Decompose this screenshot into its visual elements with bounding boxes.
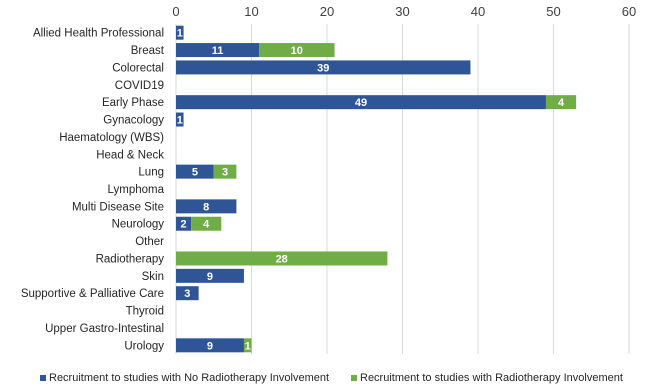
- bar-segment: [176, 338, 244, 353]
- bar-segment: [176, 43, 260, 58]
- category-label: Skin: [142, 271, 164, 283]
- category-label: COVID19: [115, 80, 164, 92]
- bar-segment: [191, 216, 222, 231]
- category-label: Head & Neck: [96, 149, 164, 161]
- category-label: Breast: [131, 45, 165, 57]
- data-label: 2: [180, 219, 186, 231]
- legend-label-radiotherapy: Recruitment to studies with Radiotherapy…: [360, 372, 623, 384]
- data-label: 3: [222, 167, 228, 179]
- category-label: Other: [135, 236, 164, 248]
- bars: [176, 25, 577, 353]
- x-tick-label: 10: [244, 4, 258, 19]
- data-label: 28: [276, 253, 288, 265]
- data-label: 1: [245, 340, 251, 352]
- x-tick-label: 50: [546, 4, 560, 19]
- data-label: 49: [355, 97, 367, 109]
- x-tick-label: 30: [395, 4, 409, 19]
- x-tick-label: 60: [622, 4, 636, 19]
- category-label: Haematology (WBS): [59, 132, 164, 144]
- data-label: 3: [184, 288, 190, 300]
- data-label: 1: [177, 115, 183, 127]
- legend-label-no-radiotherapy: Recruitment to studies with No Radiother…: [49, 372, 329, 384]
- bar-segment: [176, 199, 237, 214]
- bar-segment: [176, 268, 244, 283]
- bar-segment: [176, 112, 184, 127]
- category-label: Lung: [138, 167, 164, 179]
- x-axis-ticks: 0 10 20 30 40 50 60: [172, 4, 636, 19]
- data-label: 1: [177, 28, 183, 40]
- data-label: 10: [291, 45, 303, 57]
- category-axis: Allied Health Professional Breast Colorect…: [21, 28, 165, 353]
- data-label: 9: [207, 340, 213, 352]
- category-label: Thyroid: [126, 306, 164, 318]
- category-label: Allied Health Professional: [33, 28, 164, 40]
- x-tick-label: 20: [320, 4, 334, 19]
- data-label: 4: [558, 97, 565, 109]
- bar-segment: [176, 216, 192, 231]
- bar-segment: [176, 60, 471, 75]
- legend-swatch-no-radiotherapy: [40, 375, 46, 381]
- data-label: 39: [317, 62, 329, 74]
- data-label: 5: [192, 167, 198, 179]
- x-tick-label: 40: [471, 4, 485, 19]
- bar-segment: [243, 338, 252, 353]
- legend-swatch-radiotherapy: [351, 375, 357, 381]
- bar-segment: [545, 95, 577, 110]
- category-label: Radiotherapy: [96, 253, 165, 265]
- data-label: 4: [203, 219, 210, 231]
- category-label: Urology: [124, 340, 164, 352]
- data-label: 9: [207, 271, 213, 283]
- category-label: Lymphoma: [108, 184, 165, 196]
- gridlines: [175, 24, 630, 354]
- category-label: Supportive & Palliative Care: [21, 288, 164, 300]
- bar-segment: [176, 25, 184, 40]
- bar-segment: [176, 251, 388, 266]
- category-label: Early Phase: [102, 97, 164, 109]
- category-label: Multi Disease Site: [72, 201, 164, 213]
- category-label: Upper Gastro-Intestinal: [45, 323, 164, 335]
- bar-segment: [213, 164, 237, 179]
- category-label: Neurology: [112, 219, 165, 231]
- data-label: 8: [203, 201, 209, 213]
- data-label: 11: [212, 45, 224, 57]
- bar-segment: [176, 164, 214, 179]
- category-label: Gynacology: [103, 115, 164, 127]
- category-label: Colorectal: [112, 62, 164, 74]
- x-tick-label: 0: [172, 4, 179, 19]
- bar-segment: [259, 43, 335, 58]
- bar-segment: [176, 286, 199, 301]
- bar-segment: [176, 95, 546, 110]
- legend: Recruitment to studies with No Radiother…: [40, 372, 623, 384]
